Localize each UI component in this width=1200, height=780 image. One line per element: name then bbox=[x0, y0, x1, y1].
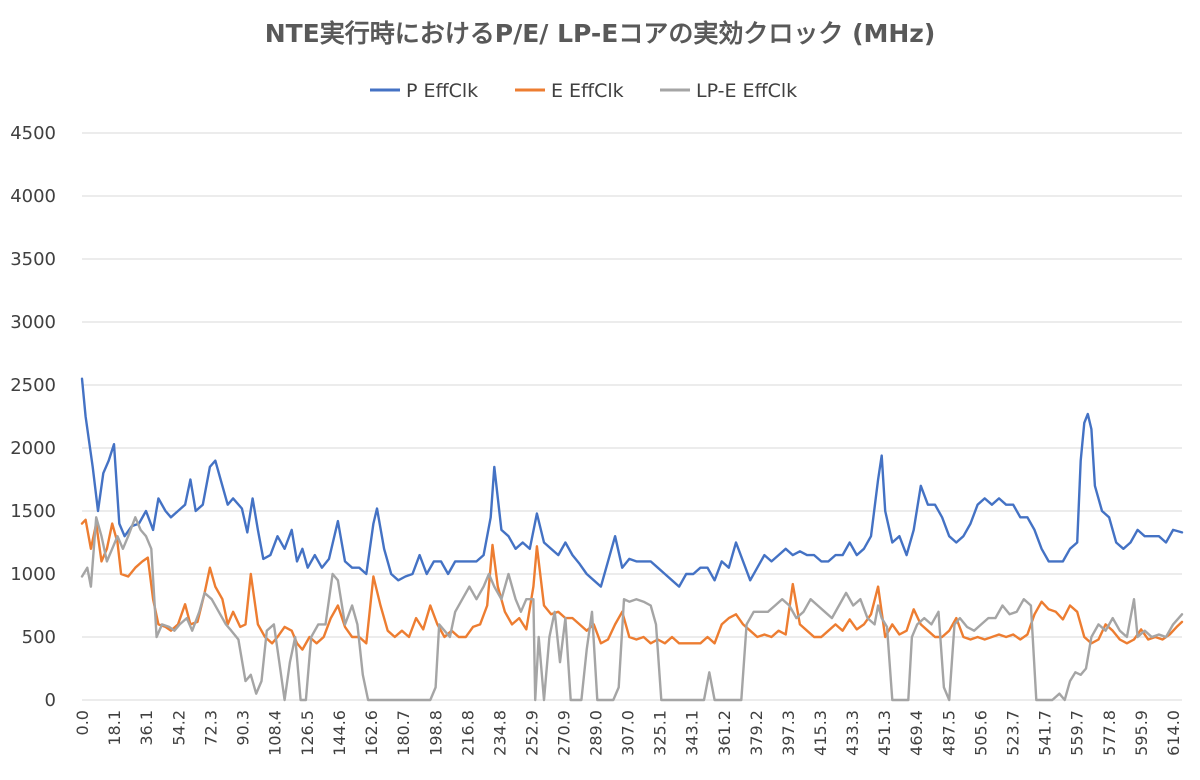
x-tick-label: 397.3 bbox=[779, 710, 798, 756]
x-tick-label: 433.3 bbox=[843, 710, 862, 756]
legend: P EffClk E EffClk LP-E EffClk bbox=[370, 80, 797, 102]
legend-label: LP-E EffClk bbox=[696, 80, 797, 102]
legend-label: E EffClk bbox=[551, 80, 624, 102]
x-axis: 0.0 18.1 36.1 54.2 72.3 90.3 108.4 126.5 144.6 16… bbox=[73, 710, 1183, 756]
x-tick-label: 198.8 bbox=[426, 710, 445, 756]
y-tick-label: 3500 bbox=[10, 249, 56, 270]
y-tick-label: 4000 bbox=[10, 186, 56, 207]
x-tick-label: 361.2 bbox=[715, 710, 734, 756]
x-tick-label: 18.1 bbox=[105, 710, 124, 746]
legend-item: LP-E EffClk bbox=[660, 80, 797, 102]
y-tick-label: 2000 bbox=[10, 438, 56, 459]
x-tick-label: 72.3 bbox=[201, 710, 220, 746]
x-tick-label: 523.7 bbox=[1004, 710, 1023, 756]
x-tick-label: 595.9 bbox=[1132, 710, 1151, 756]
x-tick-label: 469.4 bbox=[907, 710, 926, 756]
x-tick-label: 162.6 bbox=[362, 710, 381, 756]
x-tick-label: 270.9 bbox=[554, 710, 573, 756]
y-tick-label: 2500 bbox=[10, 375, 56, 396]
x-tick-label: 54.2 bbox=[169, 710, 188, 746]
y-tick-label: 3000 bbox=[10, 312, 56, 333]
x-tick-label: 505.6 bbox=[971, 710, 990, 756]
x-tick-label: 307.0 bbox=[619, 710, 638, 756]
x-tick-label: 216.8 bbox=[458, 710, 477, 756]
x-tick-label: 289.0 bbox=[587, 710, 606, 756]
series-lines bbox=[80, 377, 1184, 702]
x-tick-label: 234.8 bbox=[490, 710, 509, 756]
x-tick-label: 180.7 bbox=[394, 710, 413, 756]
legend-item: P EffClk bbox=[370, 80, 478, 102]
y-tick-label: 4500 bbox=[10, 123, 56, 144]
y-axis: 0 500 1000 1500 2000 2500 3000 3500 4000 4500 bbox=[10, 123, 56, 711]
x-tick-label: 451.3 bbox=[875, 710, 894, 756]
x-tick-label: 108.4 bbox=[266, 710, 285, 756]
y-tick-label: 1000 bbox=[10, 564, 56, 585]
x-tick-label: 252.9 bbox=[522, 710, 541, 756]
x-tick-label: 415.3 bbox=[811, 710, 830, 756]
series-line-e-effclk bbox=[80, 518, 1184, 651]
chart-title: NTE実行時におけるP/E/ LP-Eコアの実効クロック (MHz) bbox=[265, 19, 936, 48]
x-tick-label: 0.0 bbox=[73, 710, 92, 735]
legend-item: E EffClk bbox=[515, 80, 624, 102]
x-tick-label: 343.1 bbox=[683, 710, 702, 756]
y-tick-label: 0 bbox=[45, 690, 56, 711]
x-tick-label: 379.2 bbox=[747, 710, 766, 756]
x-tick-label: 559.7 bbox=[1068, 710, 1087, 756]
series-line-lp-e-effclk bbox=[80, 516, 1184, 702]
x-tick-label: 126.5 bbox=[298, 710, 317, 756]
legend-label: P EffClk bbox=[406, 80, 478, 102]
x-tick-label: 325.1 bbox=[651, 710, 670, 756]
x-tick-label: 487.5 bbox=[939, 710, 958, 756]
series-line-p-effclk bbox=[80, 377, 1184, 588]
x-tick-label: 541.7 bbox=[1036, 710, 1055, 756]
x-tick-label: 90.3 bbox=[233, 710, 252, 746]
y-tick-label: 500 bbox=[22, 627, 56, 648]
x-tick-label: 144.6 bbox=[330, 710, 349, 756]
x-tick-label: 577.8 bbox=[1100, 710, 1119, 756]
x-tick-label: 614.0 bbox=[1164, 710, 1183, 756]
y-tick-label: 1500 bbox=[10, 501, 56, 522]
x-tick-label: 36.1 bbox=[137, 710, 156, 746]
